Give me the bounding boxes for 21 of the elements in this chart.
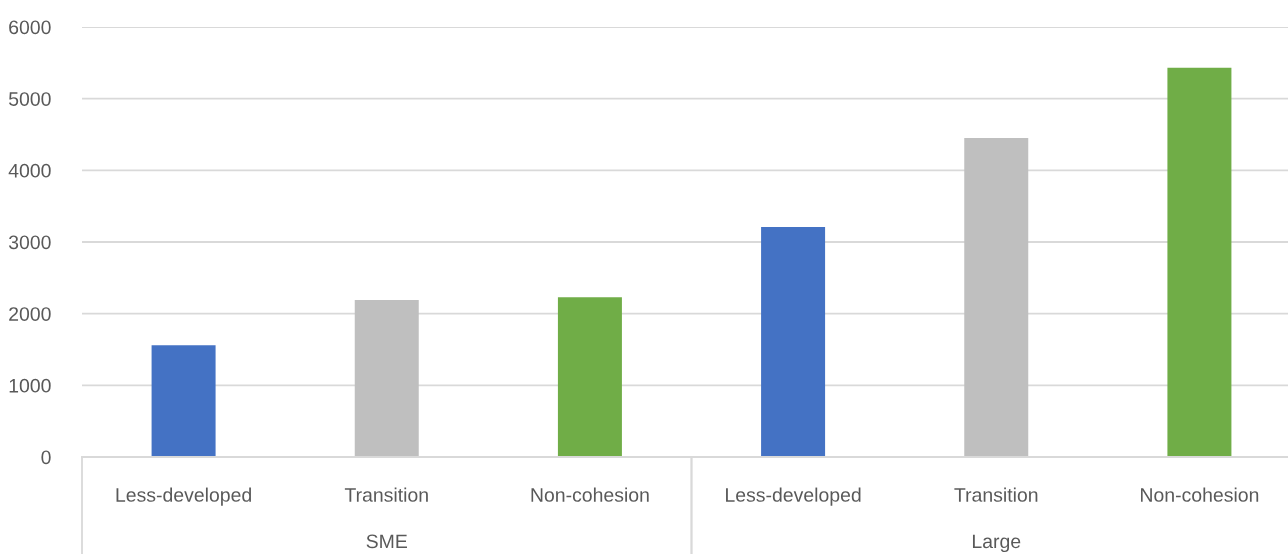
x-tick-label: Non-cohesion: [531, 487, 649, 502]
x-tick-label: Non-cohesion: [1141, 487, 1259, 502]
bar: [964, 138, 1029, 457]
y-tick-label: 2000: [9, 307, 51, 321]
x-tick-label: Less-developed: [726, 487, 861, 506]
y-tick-label: 6000: [9, 20, 51, 35]
bar: [557, 297, 622, 457]
text: SME: [366, 534, 407, 549]
bar: [761, 226, 826, 457]
y-tick-label: 3000: [8, 235, 51, 250]
bar: [1167, 67, 1232, 457]
x-tick-label: Transition: [344, 487, 428, 502]
bar: [354, 300, 419, 457]
text: Large: [972, 534, 1021, 553]
y-tick-label: 5000: [8, 92, 51, 106]
x-tick-label: Less-developed: [116, 487, 251, 506]
x-tick-label: Transition: [954, 487, 1038, 502]
y-tick-label: 4000: [8, 163, 51, 178]
bar: [151, 345, 216, 457]
y-tick-label: 1000: [9, 378, 51, 393]
y-tick-label: 0: [41, 450, 51, 465]
